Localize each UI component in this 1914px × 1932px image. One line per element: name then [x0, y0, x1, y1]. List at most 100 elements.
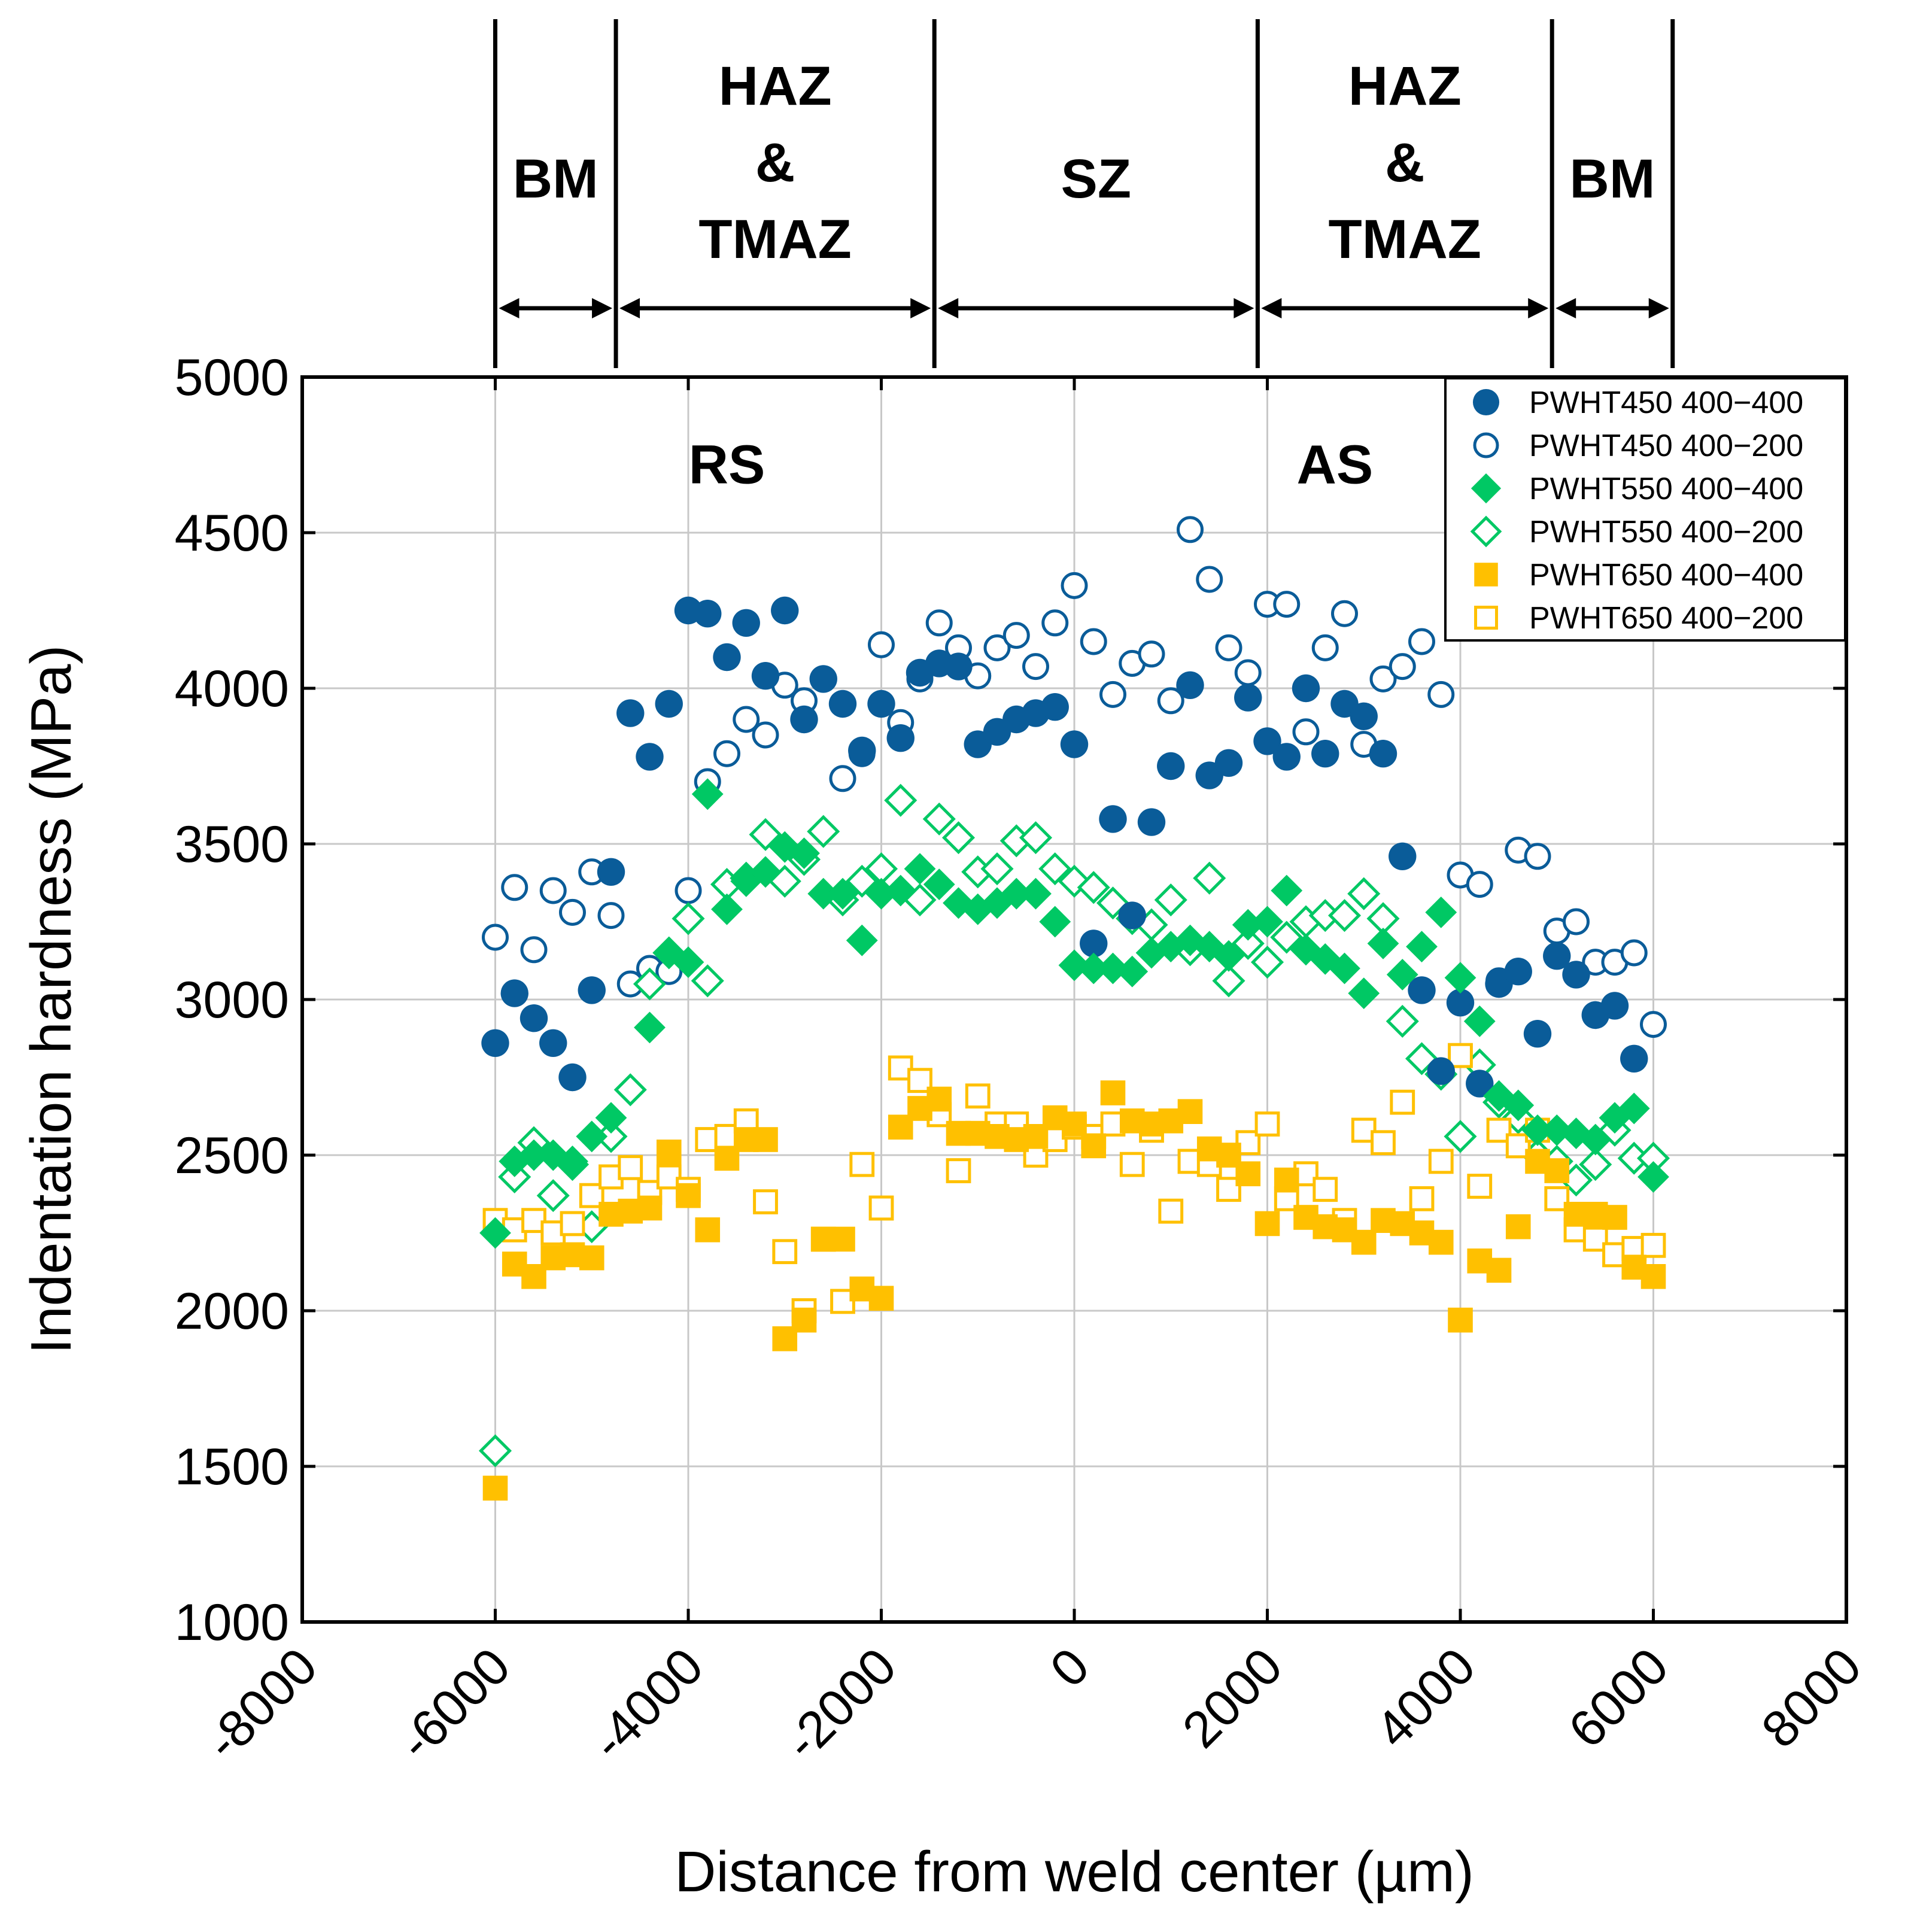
data-point — [1640, 1232, 1666, 1258]
data-point — [691, 778, 724, 810]
x-tick-label: 4000 — [1365, 1638, 1486, 1759]
data-point — [865, 877, 897, 910]
data-point — [1311, 634, 1339, 661]
data-point — [965, 1083, 991, 1109]
data-point — [1483, 1080, 1515, 1112]
data-point — [1446, 989, 1475, 1017]
data-point — [922, 802, 956, 836]
data-point — [1369, 740, 1397, 768]
data-point — [1505, 1214, 1531, 1240]
data-point — [1235, 1161, 1261, 1186]
data-point — [1640, 1011, 1667, 1038]
data-point — [807, 877, 840, 910]
legend-marker — [1471, 473, 1502, 504]
data-point — [753, 1127, 778, 1152]
data-point — [579, 1245, 604, 1271]
data-point — [1270, 921, 1304, 954]
data-point — [1524, 843, 1551, 870]
data-point — [829, 765, 856, 792]
data-point — [1523, 1020, 1552, 1048]
zone-label: & — [1385, 132, 1424, 193]
legend-marker — [1474, 606, 1498, 630]
data-point — [1081, 1133, 1107, 1159]
zone-arrowhead-left — [1261, 298, 1282, 318]
data-point — [518, 1139, 550, 1171]
data-point — [1176, 671, 1204, 700]
zone-arrowhead-left — [499, 298, 519, 318]
data-point — [1544, 1158, 1570, 1183]
data-point — [1000, 877, 1032, 910]
data-point — [1157, 752, 1185, 780]
x-tick-label: -8000 — [195, 1638, 328, 1771]
zone-arrowhead-right — [1234, 298, 1254, 318]
data-point — [1466, 1070, 1494, 1098]
data-point — [1427, 681, 1455, 708]
data-point — [1386, 959, 1418, 991]
zone-arrowhead-left — [938, 298, 959, 318]
y-tick-label: 2000 — [175, 1283, 289, 1340]
data-point — [1390, 1089, 1415, 1115]
data-point — [946, 1158, 971, 1183]
zone-arrowhead-right — [1528, 298, 1549, 318]
data-point — [1560, 1117, 1592, 1149]
data-point — [1138, 640, 1165, 668]
data-point — [1389, 842, 1417, 871]
data-point — [1408, 628, 1435, 655]
data-point — [925, 609, 953, 637]
data-point — [1254, 1111, 1280, 1137]
data-point — [711, 893, 743, 925]
data-point — [1599, 1102, 1631, 1134]
data-point — [1313, 1177, 1338, 1202]
data-point — [1371, 1130, 1396, 1156]
data-point — [1448, 1043, 1473, 1068]
legend-label: PWHT450 400−200 — [1529, 429, 1803, 463]
data-point — [983, 634, 1011, 661]
data-point — [1444, 1120, 1477, 1153]
zone-label: & — [755, 132, 795, 193]
data-point — [1600, 992, 1629, 1020]
data-point — [791, 1307, 817, 1333]
data-point — [597, 902, 625, 929]
data-point — [656, 1140, 682, 1165]
data-point — [616, 699, 645, 727]
data-point — [1234, 684, 1262, 712]
data-point — [1292, 674, 1320, 703]
data-point — [1154, 883, 1187, 917]
data-point — [886, 724, 915, 752]
legend: PWHT450 400−400 PWHT450 400−200 PWHT550 40… — [1444, 377, 1846, 642]
series-2 — [482, 516, 1667, 1038]
data-point — [1137, 808, 1166, 836]
data-point — [560, 1211, 585, 1237]
data-point — [1425, 897, 1457, 928]
legend-label: PWHT450 400−400 — [1529, 385, 1803, 420]
data-point — [790, 705, 818, 734]
data-point — [1250, 946, 1284, 979]
data-point — [848, 736, 876, 765]
data-point — [633, 967, 667, 1001]
data-point — [868, 631, 895, 658]
data-point — [637, 1195, 663, 1221]
data-point — [1348, 977, 1380, 1009]
data-point — [980, 852, 1014, 886]
data-point — [1292, 718, 1320, 746]
data-point — [1097, 952, 1129, 985]
data-point — [1193, 861, 1226, 895]
data-point — [1196, 566, 1223, 593]
data-point — [1273, 591, 1301, 618]
data-point — [713, 643, 741, 672]
data-point — [1541, 1114, 1573, 1146]
data-point — [672, 902, 705, 935]
side-label: RS — [689, 435, 765, 496]
data-point — [1331, 600, 1358, 627]
data-point — [1058, 949, 1090, 982]
data-point — [597, 858, 625, 886]
data-point — [868, 1286, 894, 1311]
data-point — [1311, 740, 1339, 768]
data-point — [1602, 1205, 1627, 1230]
data-point — [1158, 1198, 1184, 1224]
data-point — [926, 1086, 952, 1112]
data-point — [1177, 516, 1204, 543]
zone-arrowhead-right — [592, 298, 613, 318]
y-tick-label: 5000 — [175, 349, 289, 406]
data-point — [1041, 609, 1069, 637]
